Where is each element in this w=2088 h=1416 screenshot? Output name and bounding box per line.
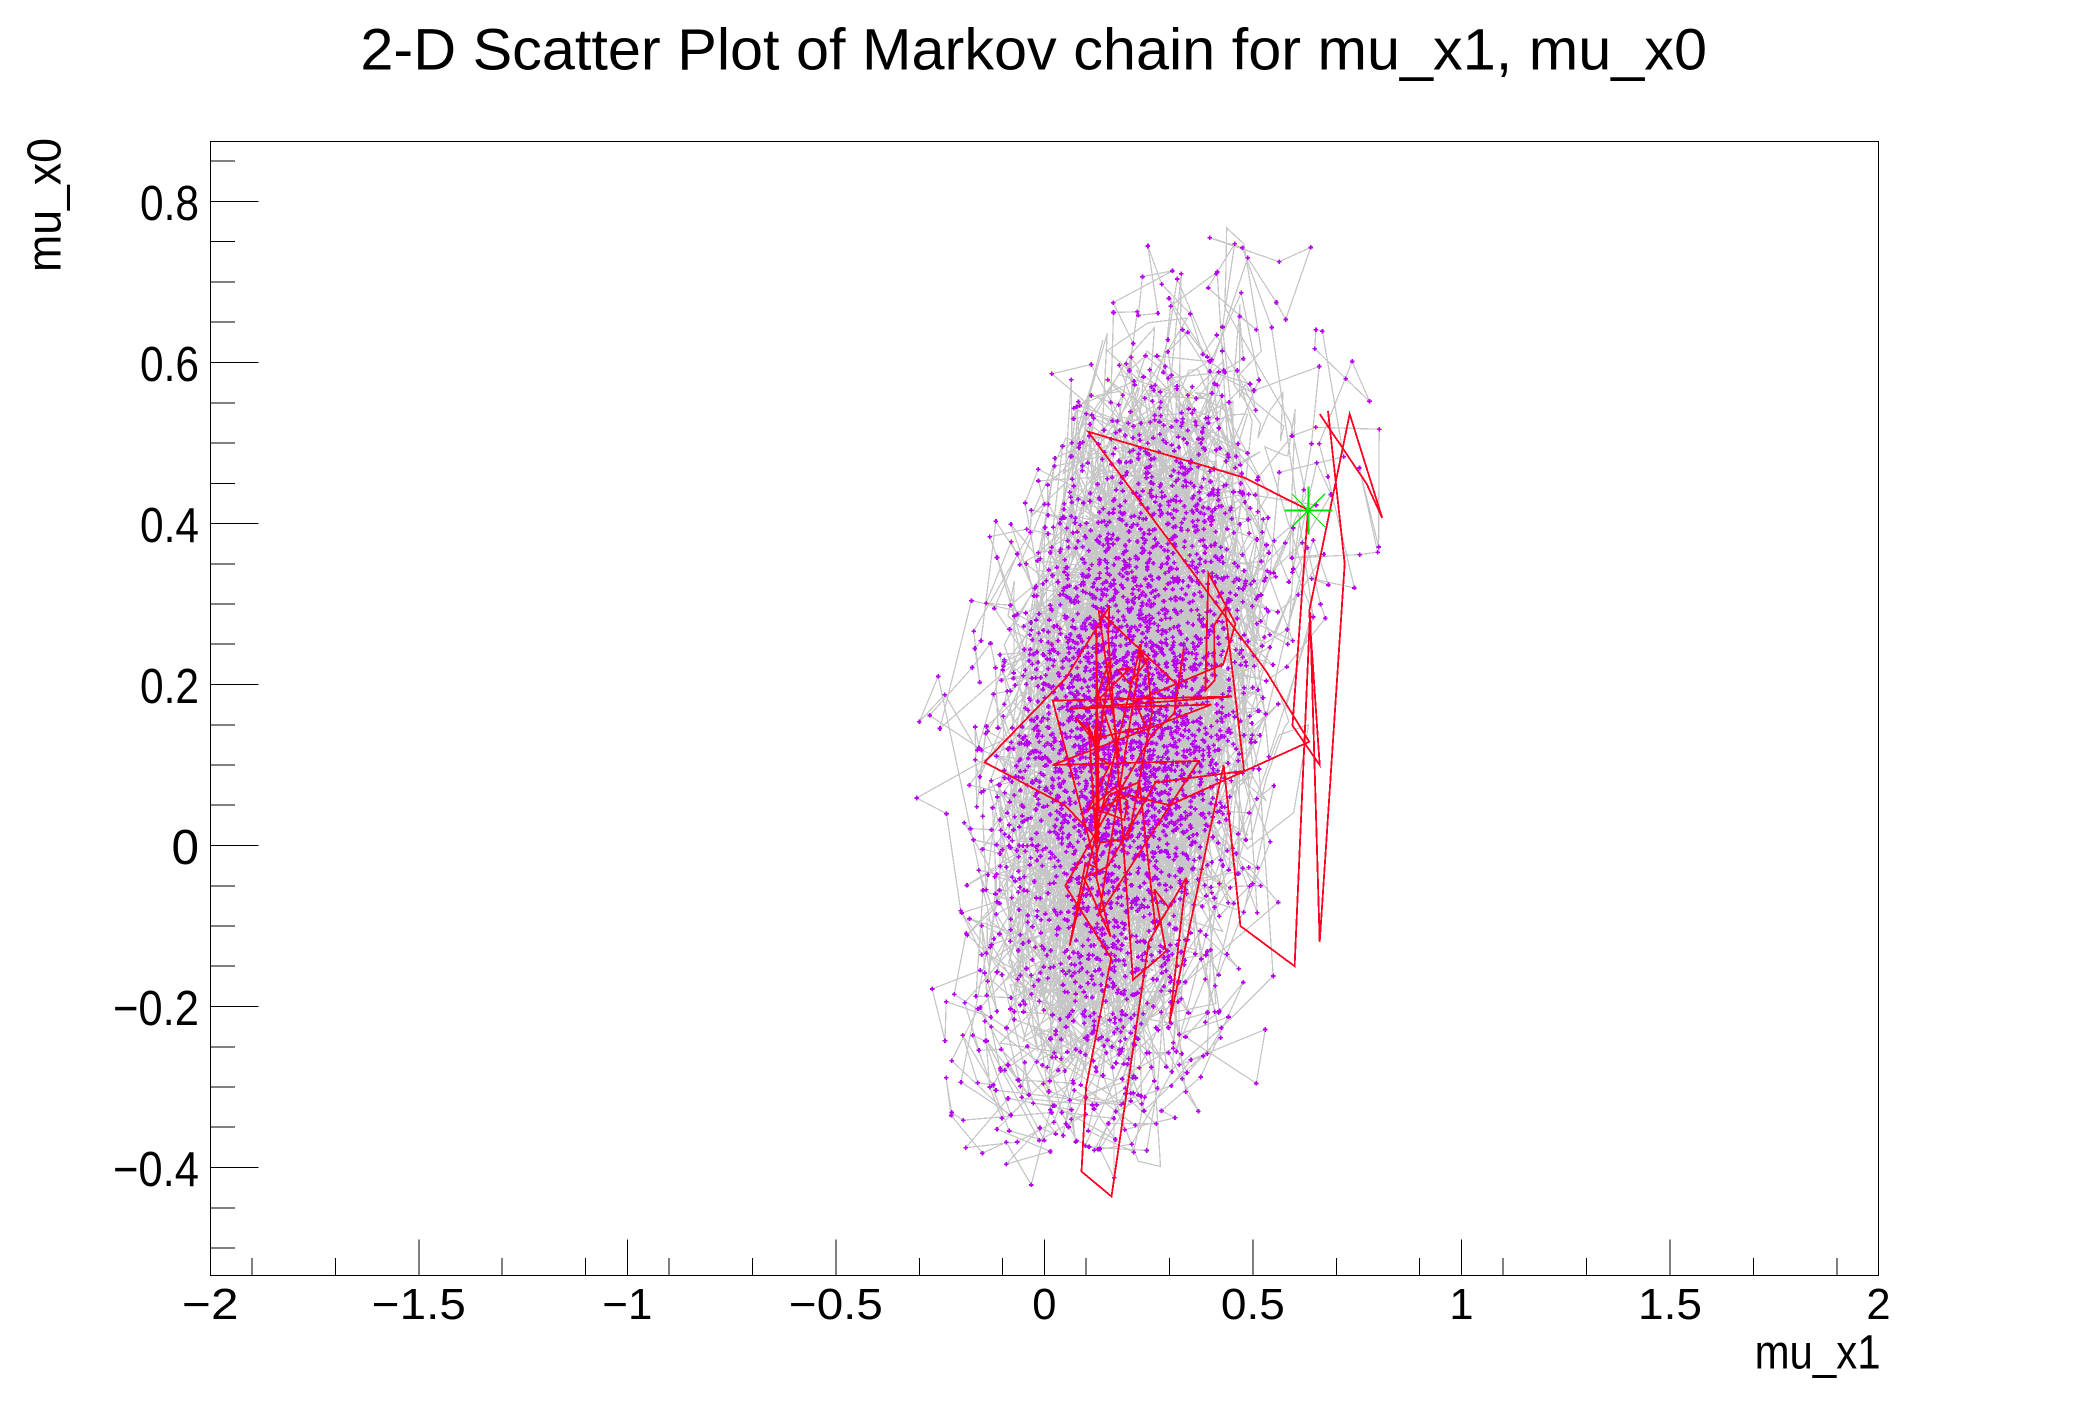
svg-text:0.8: 0.8 <box>140 176 199 231</box>
svg-text:−0.5: −0.5 <box>789 1281 883 1329</box>
svg-text:1: 1 <box>1449 1281 1473 1329</box>
svg-text:−1.5: −1.5 <box>372 1281 466 1329</box>
svg-text:0.2: 0.2 <box>140 659 199 714</box>
svg-text:0.4: 0.4 <box>140 498 199 553</box>
svg-text:0: 0 <box>1032 1281 1056 1329</box>
svg-text:mu_x1: mu_x1 <box>1755 1327 1881 1380</box>
svg-text:0: 0 <box>171 820 199 875</box>
svg-text:mu_x0: mu_x0 <box>19 138 72 272</box>
svg-text:−0.2: −0.2 <box>113 981 199 1036</box>
svg-text:2-D Scatter Plot of Markov cha: 2-D Scatter Plot of Markov chain for mu_… <box>360 17 1707 82</box>
svg-text:−1: −1 <box>602 1281 652 1329</box>
svg-text:2: 2 <box>1866 1281 1890 1329</box>
svg-text:1.5: 1.5 <box>1638 1281 1702 1329</box>
svg-text:0.6: 0.6 <box>140 337 199 392</box>
svg-text:0.5: 0.5 <box>1221 1281 1285 1329</box>
svg-text:−2: −2 <box>182 1281 239 1329</box>
svg-text:−0.4: −0.4 <box>113 1142 199 1197</box>
